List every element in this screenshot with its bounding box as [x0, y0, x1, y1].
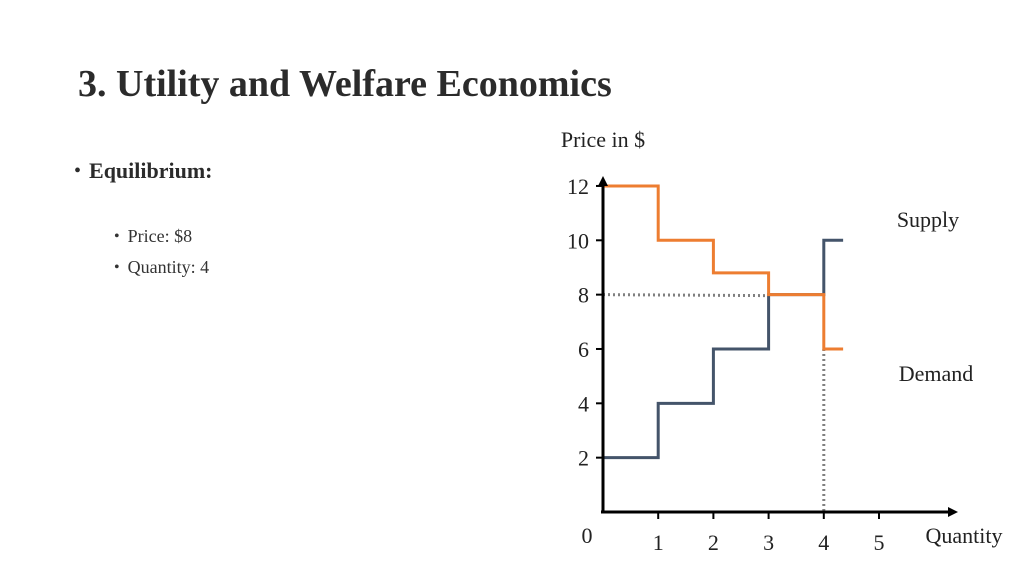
supply-series-label: Supply — [897, 207, 959, 232]
equilibrium-price-guide — [602, 293, 772, 298]
y-tick-label-8: 8 — [578, 283, 589, 308]
slide-title: 3. Utility and Welfare Economics — [78, 63, 612, 105]
y-tick-label-6: 6 — [578, 337, 589, 362]
bullet-dot-icon: • — [114, 227, 120, 245]
sub-bullet-quantity: • Quantity: 4 — [114, 257, 213, 278]
x-tick-label-1: 1 — [653, 530, 664, 555]
x-tick-label-4: 4 — [818, 530, 829, 555]
supply-curve — [603, 238, 844, 460]
bullet-dot-icon: • — [114, 258, 120, 276]
sub-bullet-price-label: Price: $8 — [127, 226, 193, 246]
demand-curve — [603, 184, 844, 351]
sub-bullet-list: • Price: $8 • Quantity: 4 — [114, 226, 213, 278]
y-tick-label-2: 2 — [578, 446, 589, 471]
y-axis-label: Price in $ — [561, 127, 645, 152]
sub-bullet-quantity-label: Quantity: 4 — [127, 257, 210, 277]
x-tick-label-3: 3 — [763, 530, 774, 555]
sub-bullet-price: • Price: $8 — [114, 226, 213, 247]
x-axis-label: Quantity — [926, 523, 1003, 548]
y-tick-label-10: 10 — [567, 228, 589, 253]
origin-label: 0 — [582, 523, 593, 548]
bullet-equilibrium: • Equilibrium: — [74, 158, 213, 184]
y-tick-label-4: 4 — [578, 391, 589, 416]
x-tick-label-5: 5 — [874, 530, 885, 555]
bullet-list: • Equilibrium: • Price: $8 • Quantity: 4 — [74, 158, 213, 288]
x-tick-label-2: 2 — [708, 530, 719, 555]
demand-series-label: Demand — [899, 361, 974, 386]
bullet-equilibrium-label: Equilibrium: — [89, 158, 213, 183]
bullet-dot-icon: • — [74, 159, 82, 182]
y-tick-label-12: 12 — [567, 174, 589, 199]
